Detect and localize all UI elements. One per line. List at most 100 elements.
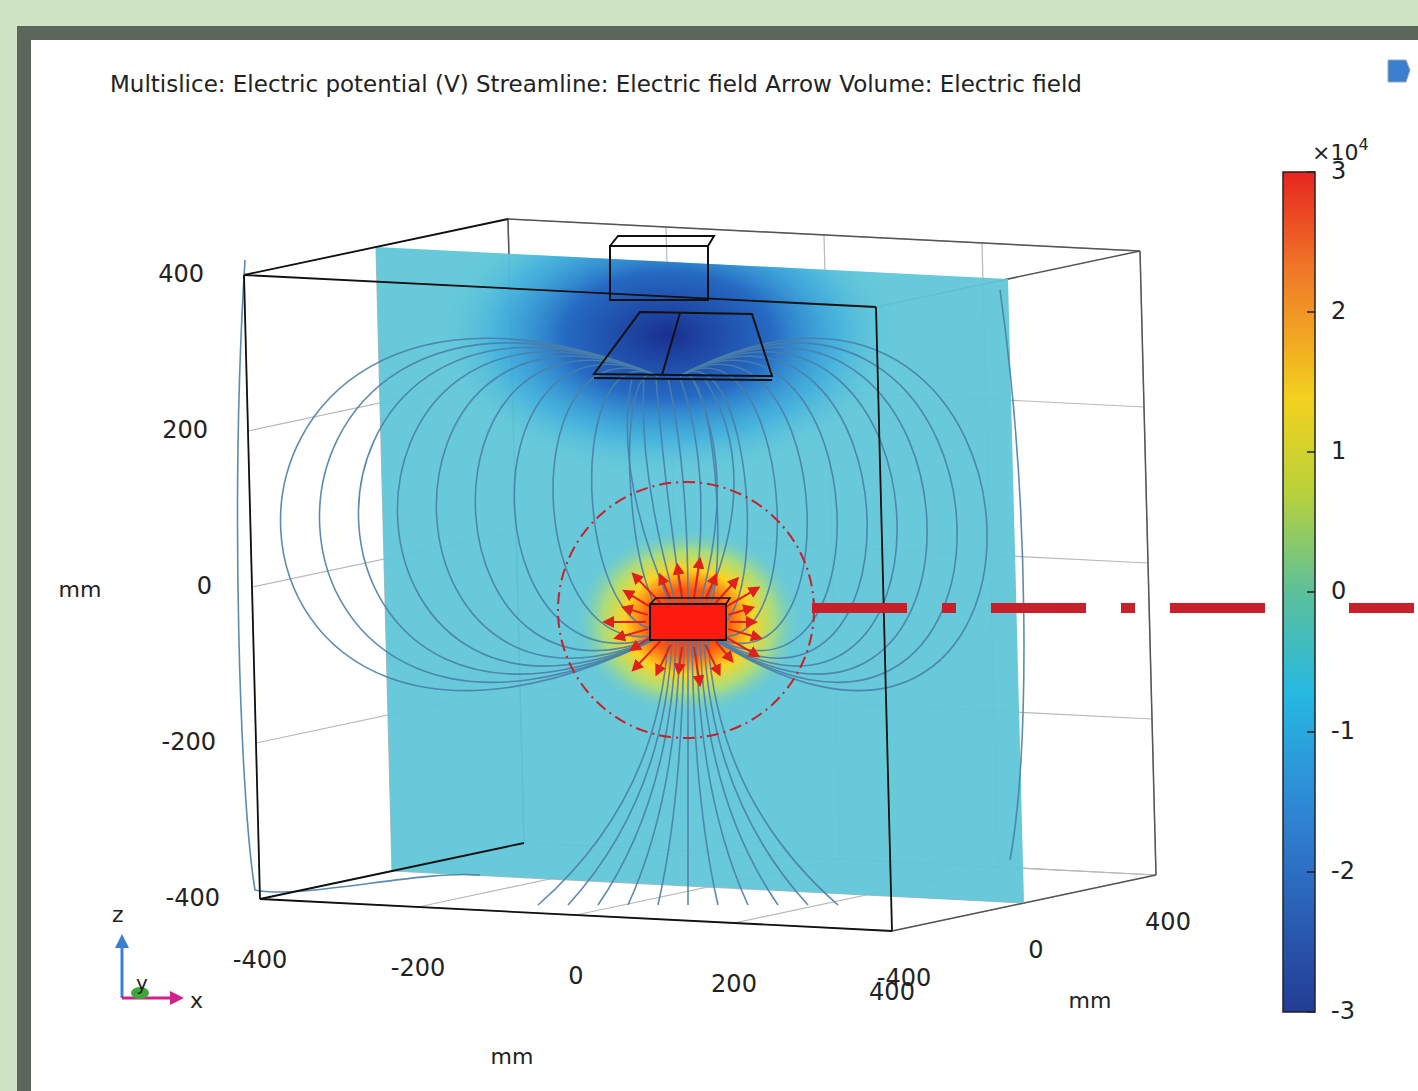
field-arrow	[705, 578, 714, 599]
grid-line	[260, 899, 892, 931]
field-arrow	[728, 608, 749, 614]
streamline	[680, 368, 777, 637]
colorbar-tick-label: 2	[1331, 297, 1346, 325]
electrode	[594, 236, 772, 380]
multiplier-base: ×10	[1312, 140, 1358, 165]
streamline	[692, 640, 718, 905]
field-arrow	[679, 647, 682, 670]
edge	[876, 307, 892, 931]
streamline	[696, 640, 748, 905]
field-arrow	[705, 645, 717, 671]
source	[650, 604, 726, 640]
streamline	[658, 640, 684, 905]
field-arrow	[723, 590, 755, 609]
field-arrow	[627, 593, 652, 609]
edge	[244, 275, 260, 899]
streamline	[692, 378, 717, 604]
edge	[260, 843, 524, 899]
edge	[244, 275, 876, 307]
triad-label: z	[112, 902, 124, 927]
colorbar-tick-label: 1	[1331, 437, 1346, 465]
z-tick-label: 0	[197, 572, 212, 600]
streamline	[538, 640, 668, 905]
streamline	[592, 371, 688, 630]
colorbar-tick-label: -3	[1331, 997, 1355, 1025]
colorbar-tick	[1307, 871, 1315, 873]
streamline	[680, 364, 807, 643]
colorbar-tick	[1307, 591, 1315, 593]
colorbar-tick	[1307, 451, 1315, 453]
source	[650, 598, 730, 604]
y-tick-label: -400	[877, 964, 931, 992]
colorbar-tick-label: -2	[1331, 857, 1355, 885]
colorbar-tick	[1307, 1011, 1315, 1013]
triad-z	[121, 945, 124, 998]
streamline	[358, 347, 688, 674]
colorbar-tick-label: -1	[1331, 717, 1355, 745]
electrode-box	[610, 246, 708, 300]
field-arrow	[658, 645, 670, 671]
streamline	[668, 378, 688, 604]
x-tick-label: 0	[568, 962, 583, 990]
field-arrow	[730, 621, 752, 623]
triad-x	[170, 991, 184, 1005]
x-tick-label: -200	[391, 954, 445, 982]
z-tick-label: 200	[162, 416, 208, 444]
colorbar-tick	[1307, 311, 1315, 313]
electrode-box	[610, 236, 714, 246]
streamline	[630, 374, 688, 626]
streamline	[627, 378, 670, 604]
colorbar-ticks: -3-2-10123	[1307, 157, 1355, 1025]
edge	[260, 899, 892, 931]
field-arrow	[619, 629, 648, 637]
electrode-cone	[594, 378, 772, 380]
streamline	[281, 338, 688, 690]
streamline	[680, 378, 701, 604]
arrows	[608, 563, 757, 682]
axis-title: mm	[59, 577, 102, 602]
streamline	[704, 378, 734, 604]
streamline	[598, 640, 676, 905]
triad-z	[115, 934, 129, 948]
y-tick-label: 400	[1145, 908, 1191, 936]
field-arrow	[636, 577, 661, 603]
streamline	[238, 260, 480, 892]
title: Multislice: Electric potential (V) Strea…	[110, 71, 1082, 97]
field-arrow	[694, 563, 699, 597]
potential-low	[438, 195, 898, 475]
y-tick-label: 0	[1028, 936, 1043, 964]
triad-label: x	[190, 988, 203, 1013]
box-front	[244, 219, 892, 931]
edge	[1140, 251, 1156, 875]
streamline	[708, 640, 838, 905]
axis-title: mm	[1069, 988, 1112, 1013]
streamline	[320, 343, 688, 682]
streamline	[397, 352, 688, 666]
field-arrow	[627, 608, 648, 614]
figure: Multislice: Electric potential (V) Strea…	[0, 0, 1418, 1091]
electrode-cone	[662, 313, 680, 375]
field-arrow	[728, 629, 757, 637]
streamline	[1000, 290, 1024, 860]
streamlines	[238, 260, 1024, 905]
icon	[1388, 60, 1410, 82]
field-arrow	[716, 641, 730, 658]
axis-title: mm	[491, 1044, 534, 1069]
highlight-circle	[558, 482, 814, 738]
colorbar-tick-label: 0	[1331, 577, 1346, 605]
colorbar-tick	[1307, 731, 1315, 733]
x-tick-label: -400	[233, 946, 287, 974]
axis-triad: zyx	[112, 902, 203, 1013]
colorbar-tick	[1307, 171, 1315, 173]
electrode-cone	[594, 312, 772, 376]
streamline	[514, 364, 688, 643]
streamline	[628, 640, 680, 905]
colorbar-multiplier: ×104	[1312, 135, 1369, 165]
grid-line	[508, 219, 1140, 251]
field-arrow	[661, 578, 670, 599]
panel	[24, 33, 1418, 1091]
tick-labels: -400-2000200400-400-2000200400-4000400	[158, 260, 1191, 1006]
streamline	[656, 378, 682, 604]
field-arrow	[723, 636, 755, 655]
multiplier-exponent: 4	[1358, 135, 1368, 154]
